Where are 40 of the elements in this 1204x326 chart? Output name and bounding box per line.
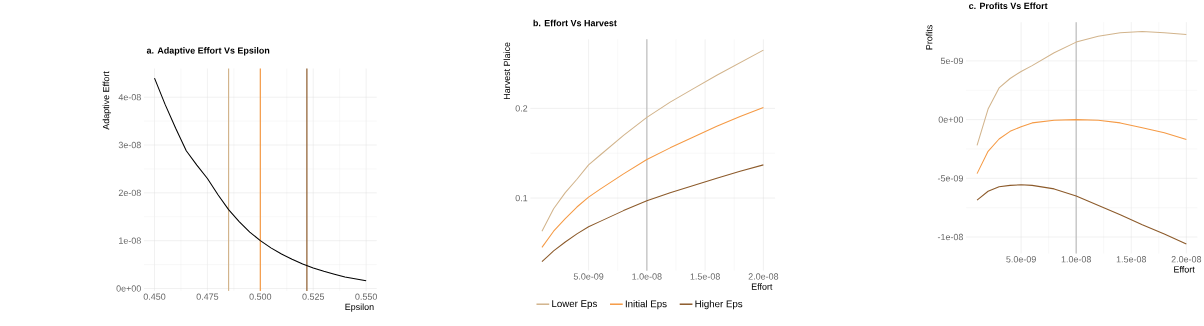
y-tick-label: 0.2 xyxy=(515,105,528,112)
y-tick-label: 1e-08 xyxy=(119,237,141,244)
line-series xyxy=(976,118,1187,175)
x-tick-label: 2.0e-08 xyxy=(1171,255,1202,263)
legend-label: Initial Eps xyxy=(625,300,667,310)
y-tick-label: 2e-08 xyxy=(118,189,141,196)
y-tick-label: -1e-08 xyxy=(937,233,963,241)
x-axis-title: Effort xyxy=(1174,265,1195,273)
line-series xyxy=(541,164,764,263)
x-tick-label: 1.5e-08 xyxy=(1116,255,1147,263)
legend-label: Lower Eps xyxy=(552,300,597,309)
y-tick-label: 3e-08 xyxy=(118,141,141,149)
line-series xyxy=(976,30,1187,146)
line-series xyxy=(541,106,764,248)
x-tick-label: 5.0e-09 xyxy=(573,273,604,280)
x-tick-label: 5.0e-09 xyxy=(1006,255,1036,263)
y-tick-label: 0e+00 xyxy=(938,116,964,123)
x-tick-label: 1.0e-08 xyxy=(632,273,662,280)
y-axis-title: Adaptive Effort xyxy=(102,71,112,130)
x-tick-label: 2.0e-08 xyxy=(748,273,779,280)
x-tick-label: 0.500 xyxy=(249,293,272,300)
y-tick-label: 0.1 xyxy=(515,194,528,202)
x-tick-label: 0.450 xyxy=(143,293,166,300)
x-axis-title: Effort xyxy=(751,283,773,290)
x-tick-label: 0.550 xyxy=(355,293,378,300)
chart-title: c. Profits Vs Effort xyxy=(969,2,1048,9)
y-tick-label: 0e+00 xyxy=(116,285,141,292)
chart-title: b. Effort Vs Harvest xyxy=(533,19,617,27)
y-axis-title: Harvest Plaice xyxy=(503,42,511,99)
y-tick-label: 4e-08 xyxy=(118,93,141,101)
y-tick-label: -5e-09 xyxy=(937,175,963,182)
x-tick-label: 1.5e-08 xyxy=(690,273,720,280)
x-tick-label: 0.475 xyxy=(196,293,219,300)
x-axis-title: Epsilon xyxy=(345,303,374,312)
x-tick-label: 0.525 xyxy=(302,293,325,300)
y-axis-title: Profits xyxy=(925,24,933,50)
chart-title: a. Adaptive Effort Vs Epsilon xyxy=(146,46,270,56)
legend-label: Higher Eps xyxy=(695,300,743,310)
x-tick-label: 1.0e-08 xyxy=(1061,255,1091,263)
y-tick-label: 5e-09 xyxy=(940,57,963,64)
